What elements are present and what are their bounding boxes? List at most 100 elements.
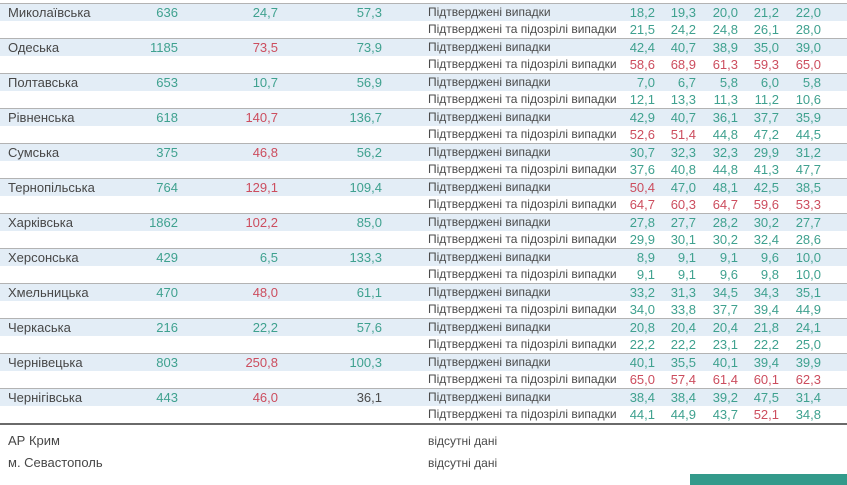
period-value: 40,7 [670, 40, 696, 55]
period-value: 68,9 [670, 57, 696, 72]
period-value: 40,1 [712, 355, 738, 370]
period-value: 22,2 [629, 337, 655, 352]
confirmed-suspected-label: Підтверджені та підозрілі випадки [428, 57, 617, 71]
confirmed-cases-label: Підтверджені випадки [428, 250, 551, 264]
period-value: 24,2 [670, 22, 696, 37]
period-value: 41,3 [753, 162, 779, 177]
active-cases-value: 375 [156, 145, 178, 160]
period-value: 61,3 [712, 57, 738, 72]
period-value: 32,3 [712, 145, 738, 160]
period-value: 18,2 [629, 5, 655, 20]
confirmed-cases-label: Підтверджені випадки [428, 180, 551, 194]
period-value: 9,6 [760, 250, 779, 265]
period-value: 35,5 [670, 355, 696, 370]
region-row-suspected: Підтверджені та підозрілі випадки 58,6 68,… [0, 56, 847, 73]
period-value: 47,7 [795, 162, 821, 177]
period-value: 24,8 [712, 22, 738, 37]
period-value: 11,3 [713, 92, 738, 107]
period-value: 27,7 [795, 215, 821, 230]
region-name: Черкаська [8, 320, 71, 335]
region-name: Чернівецька [8, 355, 83, 370]
region-name: Хмельницька [8, 285, 89, 300]
period-value: 23,1 [712, 337, 738, 352]
confirmed-suspected-label: Підтверджені та підозрілі випадки [428, 302, 617, 316]
confirmed-suspected-label: Підтверджені та підозрілі випадки [428, 407, 617, 421]
region-row-confirmed: Чернігівська 443 46,0 36,1 Підтверджені випа… [0, 389, 847, 406]
confirmed-cases-label: Підтверджені випадки [428, 5, 551, 19]
period-value: 21,5 [629, 22, 655, 37]
incidence-value: 22,2 [252, 320, 278, 335]
period-value: 30,2 [753, 215, 779, 230]
period-value: 5,8 [719, 75, 738, 90]
period-value: 59,6 [753, 197, 779, 212]
dynamics-value: 36,1 [356, 390, 382, 405]
region-name: Харківська [8, 215, 73, 230]
active-cases-value: 1185 [150, 40, 178, 55]
confirmed-cases-label: Підтверджені випадки [428, 110, 551, 124]
period-value: 20,4 [712, 320, 738, 335]
period-value: 43,7 [712, 407, 738, 422]
confirmed-suspected-label: Підтверджені та підозрілі випадки [428, 267, 617, 281]
confirmed-suspected-label: Підтверджені та підозрілі випадки [428, 197, 617, 211]
region-row-confirmed: Рівненська 618 140,7 136,7 Підтверджені випа… [0, 109, 847, 126]
dynamics-value: 133,3 [349, 250, 382, 265]
period-value: 5,8 [802, 75, 821, 90]
period-value: 31,4 [795, 390, 821, 405]
region-name: Полтавська [8, 75, 79, 90]
period-value: 6,0 [760, 75, 779, 90]
period-value: 35,9 [795, 110, 821, 125]
no-data-section: АР Крим відсутні дані м. Севастополь відсут… [0, 423, 847, 474]
period-value: 52,6 [629, 127, 655, 142]
region-name: м. Севастополь [8, 455, 103, 470]
region-name: Чернігівська [8, 390, 83, 405]
dynamics-value: 61,1 [356, 285, 382, 300]
confirmed-cases-label: Підтверджені випадки [428, 145, 551, 159]
period-value: 59,3 [753, 57, 779, 72]
active-cases-value: 618 [156, 110, 178, 125]
period-value: 65,0 [795, 57, 821, 72]
period-value: 12,1 [629, 92, 655, 107]
confirmed-cases-label: Підтверджені випадки [428, 40, 551, 54]
region-name: Рівненська [8, 110, 75, 125]
dynamics-value: 85,0 [356, 215, 382, 230]
period-value: 52,1 [753, 407, 779, 422]
confirmed-suspected-label: Підтверджені та підозрілі випадки [428, 22, 617, 36]
period-value: 42,5 [753, 180, 779, 195]
active-cases-value: 429 [156, 250, 178, 265]
period-value: 22,2 [753, 337, 779, 352]
period-value: 44,9 [795, 302, 821, 317]
region-row-suspected: Підтверджені та підозрілі випадки 52,6 51,… [0, 126, 847, 143]
period-value: 32,3 [670, 145, 696, 160]
period-value: 35,0 [753, 40, 779, 55]
dynamics-value: 109,4 [349, 180, 382, 195]
region-row-suspected: Підтверджені та підозрілі випадки 12,1 13,… [0, 91, 847, 108]
dynamics-value: 56,2 [356, 145, 382, 160]
confirmed-cases-label: Підтверджені випадки [428, 75, 551, 89]
region-row-confirmed: Одеська 1185 73,5 73,9 Підтверджені випадки 4… [0, 39, 847, 56]
period-value: 19,3 [670, 5, 696, 20]
period-value: 58,6 [629, 57, 655, 72]
period-value: 47,5 [753, 390, 779, 405]
region-name: Сумська [8, 145, 60, 160]
period-value: 13,3 [670, 92, 696, 107]
region-row-suspected: Підтверджені та підозрілі випадки 21,5 24,… [0, 21, 847, 38]
active-cases-value: 803 [156, 355, 178, 370]
period-value: 44,8 [712, 162, 738, 177]
period-value: 62,3 [795, 372, 821, 387]
region-name: Миколаївська [8, 5, 91, 20]
period-value: 60,3 [670, 197, 696, 212]
period-value: 30,2 [712, 232, 738, 247]
period-value: 44,5 [795, 127, 821, 142]
period-value: 22,0 [795, 5, 821, 20]
incidence-value: 6,5 [259, 250, 278, 265]
region-row-no-data: м. Севастополь відсутні дані [0, 452, 847, 474]
period-value: 44,9 [670, 407, 696, 422]
period-value: 47,2 [753, 127, 779, 142]
period-value: 30,7 [629, 145, 655, 160]
region-group: Тернопільська 764 129,1 109,4 Підтверджені в… [0, 178, 847, 213]
period-value: 64,7 [629, 197, 655, 212]
period-value: 10,0 [795, 250, 821, 265]
period-value: 48,1 [712, 180, 738, 195]
region-row-confirmed: Полтавська 653 10,7 56,9 Підтверджені випадк… [0, 74, 847, 91]
period-value: 30,1 [670, 232, 696, 247]
